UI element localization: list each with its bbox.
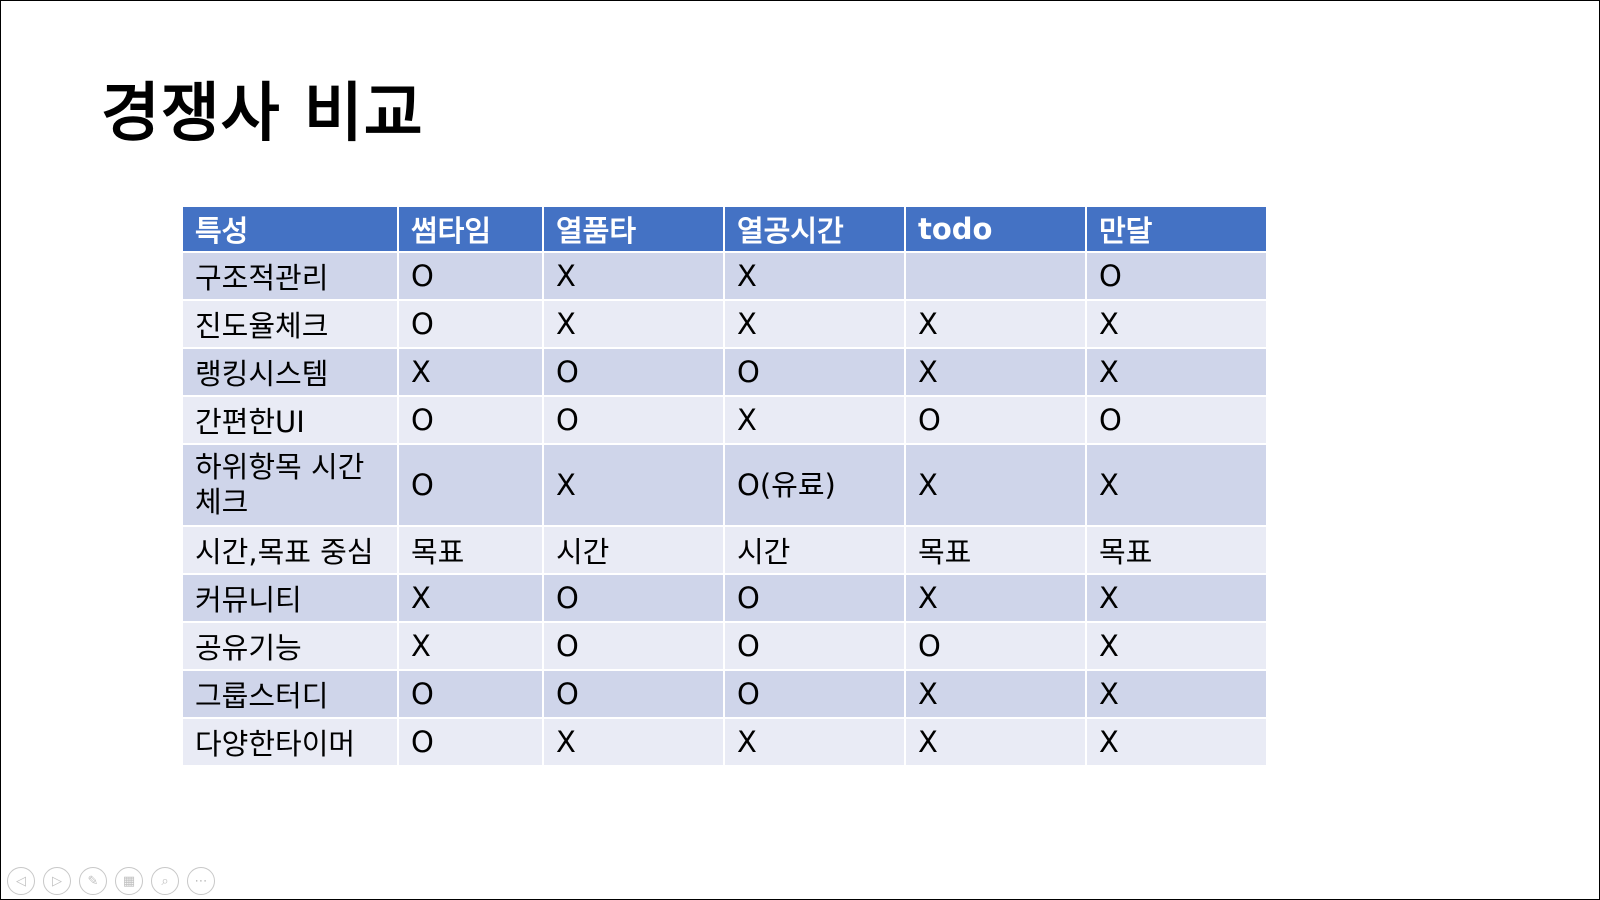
table-row: 구조적관리 O X X O: [181, 251, 1268, 301]
next-slide-icon[interactable]: ▷: [43, 867, 71, 895]
table-cell: X: [542, 299, 725, 349]
table-cell: X: [904, 347, 1087, 397]
table-row: 진도율체크 O X X X X: [181, 299, 1268, 349]
table-cell: X: [1085, 717, 1268, 767]
row-label: 커뮤니티: [181, 573, 399, 623]
table-cell: O: [397, 717, 544, 767]
table-row: 랭킹시스템 X O O X X: [181, 347, 1268, 397]
table-cell: O: [1085, 395, 1268, 445]
table-cell: X: [904, 717, 1087, 767]
row-label: 하위항목 시간 체크: [181, 443, 399, 527]
table-cell: O(유료): [723, 443, 906, 527]
table-cell: O: [397, 395, 544, 445]
table-cell: O: [904, 395, 1087, 445]
table-cell: X: [542, 443, 725, 527]
table-cell: O: [723, 573, 906, 623]
header-cell-todo: todo: [904, 205, 1087, 253]
table-cell: O: [397, 299, 544, 349]
table-cell: O: [542, 347, 725, 397]
more-options-icon[interactable]: ⋯: [187, 867, 215, 895]
row-label: 그룹스터디: [181, 669, 399, 719]
table-cell: 시간: [542, 525, 725, 575]
header-cell-yeolpumta: 열품타: [542, 205, 725, 253]
table-cell: O: [1085, 251, 1268, 301]
table-cell: X: [1085, 443, 1268, 527]
table-cell: X: [1085, 347, 1268, 397]
table-cell: X: [1085, 621, 1268, 671]
table-cell: [904, 251, 1087, 301]
row-label: 간편한UI: [181, 395, 399, 445]
row-label: 진도율체크: [181, 299, 399, 349]
row-label: 공유기능: [181, 621, 399, 671]
row-label: 구조적관리: [181, 251, 399, 301]
table-cell: O: [723, 347, 906, 397]
table-cell: 목표: [904, 525, 1087, 575]
previous-slide-icon[interactable]: ◁: [7, 867, 35, 895]
header-cell-yeolgong: 열공시간: [723, 205, 906, 253]
row-label: 시간,목표 중심: [181, 525, 399, 575]
table-cell: O: [397, 443, 544, 527]
table-cell: O: [542, 669, 725, 719]
table-row: 커뮤니티 X O O X X: [181, 573, 1268, 623]
table-cell: X: [904, 299, 1087, 349]
table-cell: O: [542, 621, 725, 671]
table-cell: X: [904, 573, 1087, 623]
table-cell: X: [723, 395, 906, 445]
slideshow-controls: ◁ ▷ ✎ ▦ ⌕ ⋯: [7, 867, 215, 895]
table-cell: 목표: [1085, 525, 1268, 575]
table-cell: O: [723, 621, 906, 671]
table-cell: X: [542, 717, 725, 767]
header-cell-feature: 특성: [181, 205, 399, 253]
table-cell: X: [1085, 669, 1268, 719]
table-header-row: 특성 썸타임 열품타 열공시간 todo 만달: [181, 205, 1268, 253]
table-cell: X: [904, 443, 1087, 527]
table-row: 공유기능 X O O O X: [181, 621, 1268, 671]
table-cell: O: [542, 573, 725, 623]
table-cell: O: [723, 669, 906, 719]
table-cell: O: [397, 251, 544, 301]
header-cell-mandal: 만달: [1085, 205, 1268, 253]
table-cell: 시간: [723, 525, 906, 575]
table-cell: X: [397, 573, 544, 623]
comparison-table: 특성 썸타임 열품타 열공시간 todo 만달 구조적관리 O X X O 진도…: [181, 205, 1268, 767]
table-cell: O: [397, 669, 544, 719]
table-cell: X: [1085, 299, 1268, 349]
table-cell: X: [542, 251, 725, 301]
table-row: 시간,목표 중심 목표 시간 시간 목표 목표: [181, 525, 1268, 575]
pen-icon[interactable]: ✎: [79, 867, 107, 895]
table-cell: O: [542, 395, 725, 445]
table-row: 하위항목 시간 체크 O X O(유료) X X: [181, 443, 1268, 527]
slide-title: 경쟁사 비교: [101, 77, 424, 151]
table-cell: X: [1085, 573, 1268, 623]
table-cell: X: [904, 669, 1087, 719]
slides-grid-icon[interactable]: ▦: [115, 867, 143, 895]
table-cell: X: [397, 621, 544, 671]
zoom-icon[interactable]: ⌕: [151, 867, 179, 895]
table-cell: X: [397, 347, 544, 397]
row-label: 랭킹시스템: [181, 347, 399, 397]
table-row: 다양한타이머 O X X X X: [181, 717, 1268, 767]
table-row: 그룹스터디 O O O X X: [181, 669, 1268, 719]
table-row: 간편한UI O O X O O: [181, 395, 1268, 445]
header-cell-sumtime: 썸타임: [397, 205, 544, 253]
table-cell: X: [723, 251, 906, 301]
row-label: 다양한타이머: [181, 717, 399, 767]
table-cell: O: [904, 621, 1087, 671]
table-cell: X: [723, 299, 906, 349]
table-cell: 목표: [397, 525, 544, 575]
table-cell: X: [723, 717, 906, 767]
